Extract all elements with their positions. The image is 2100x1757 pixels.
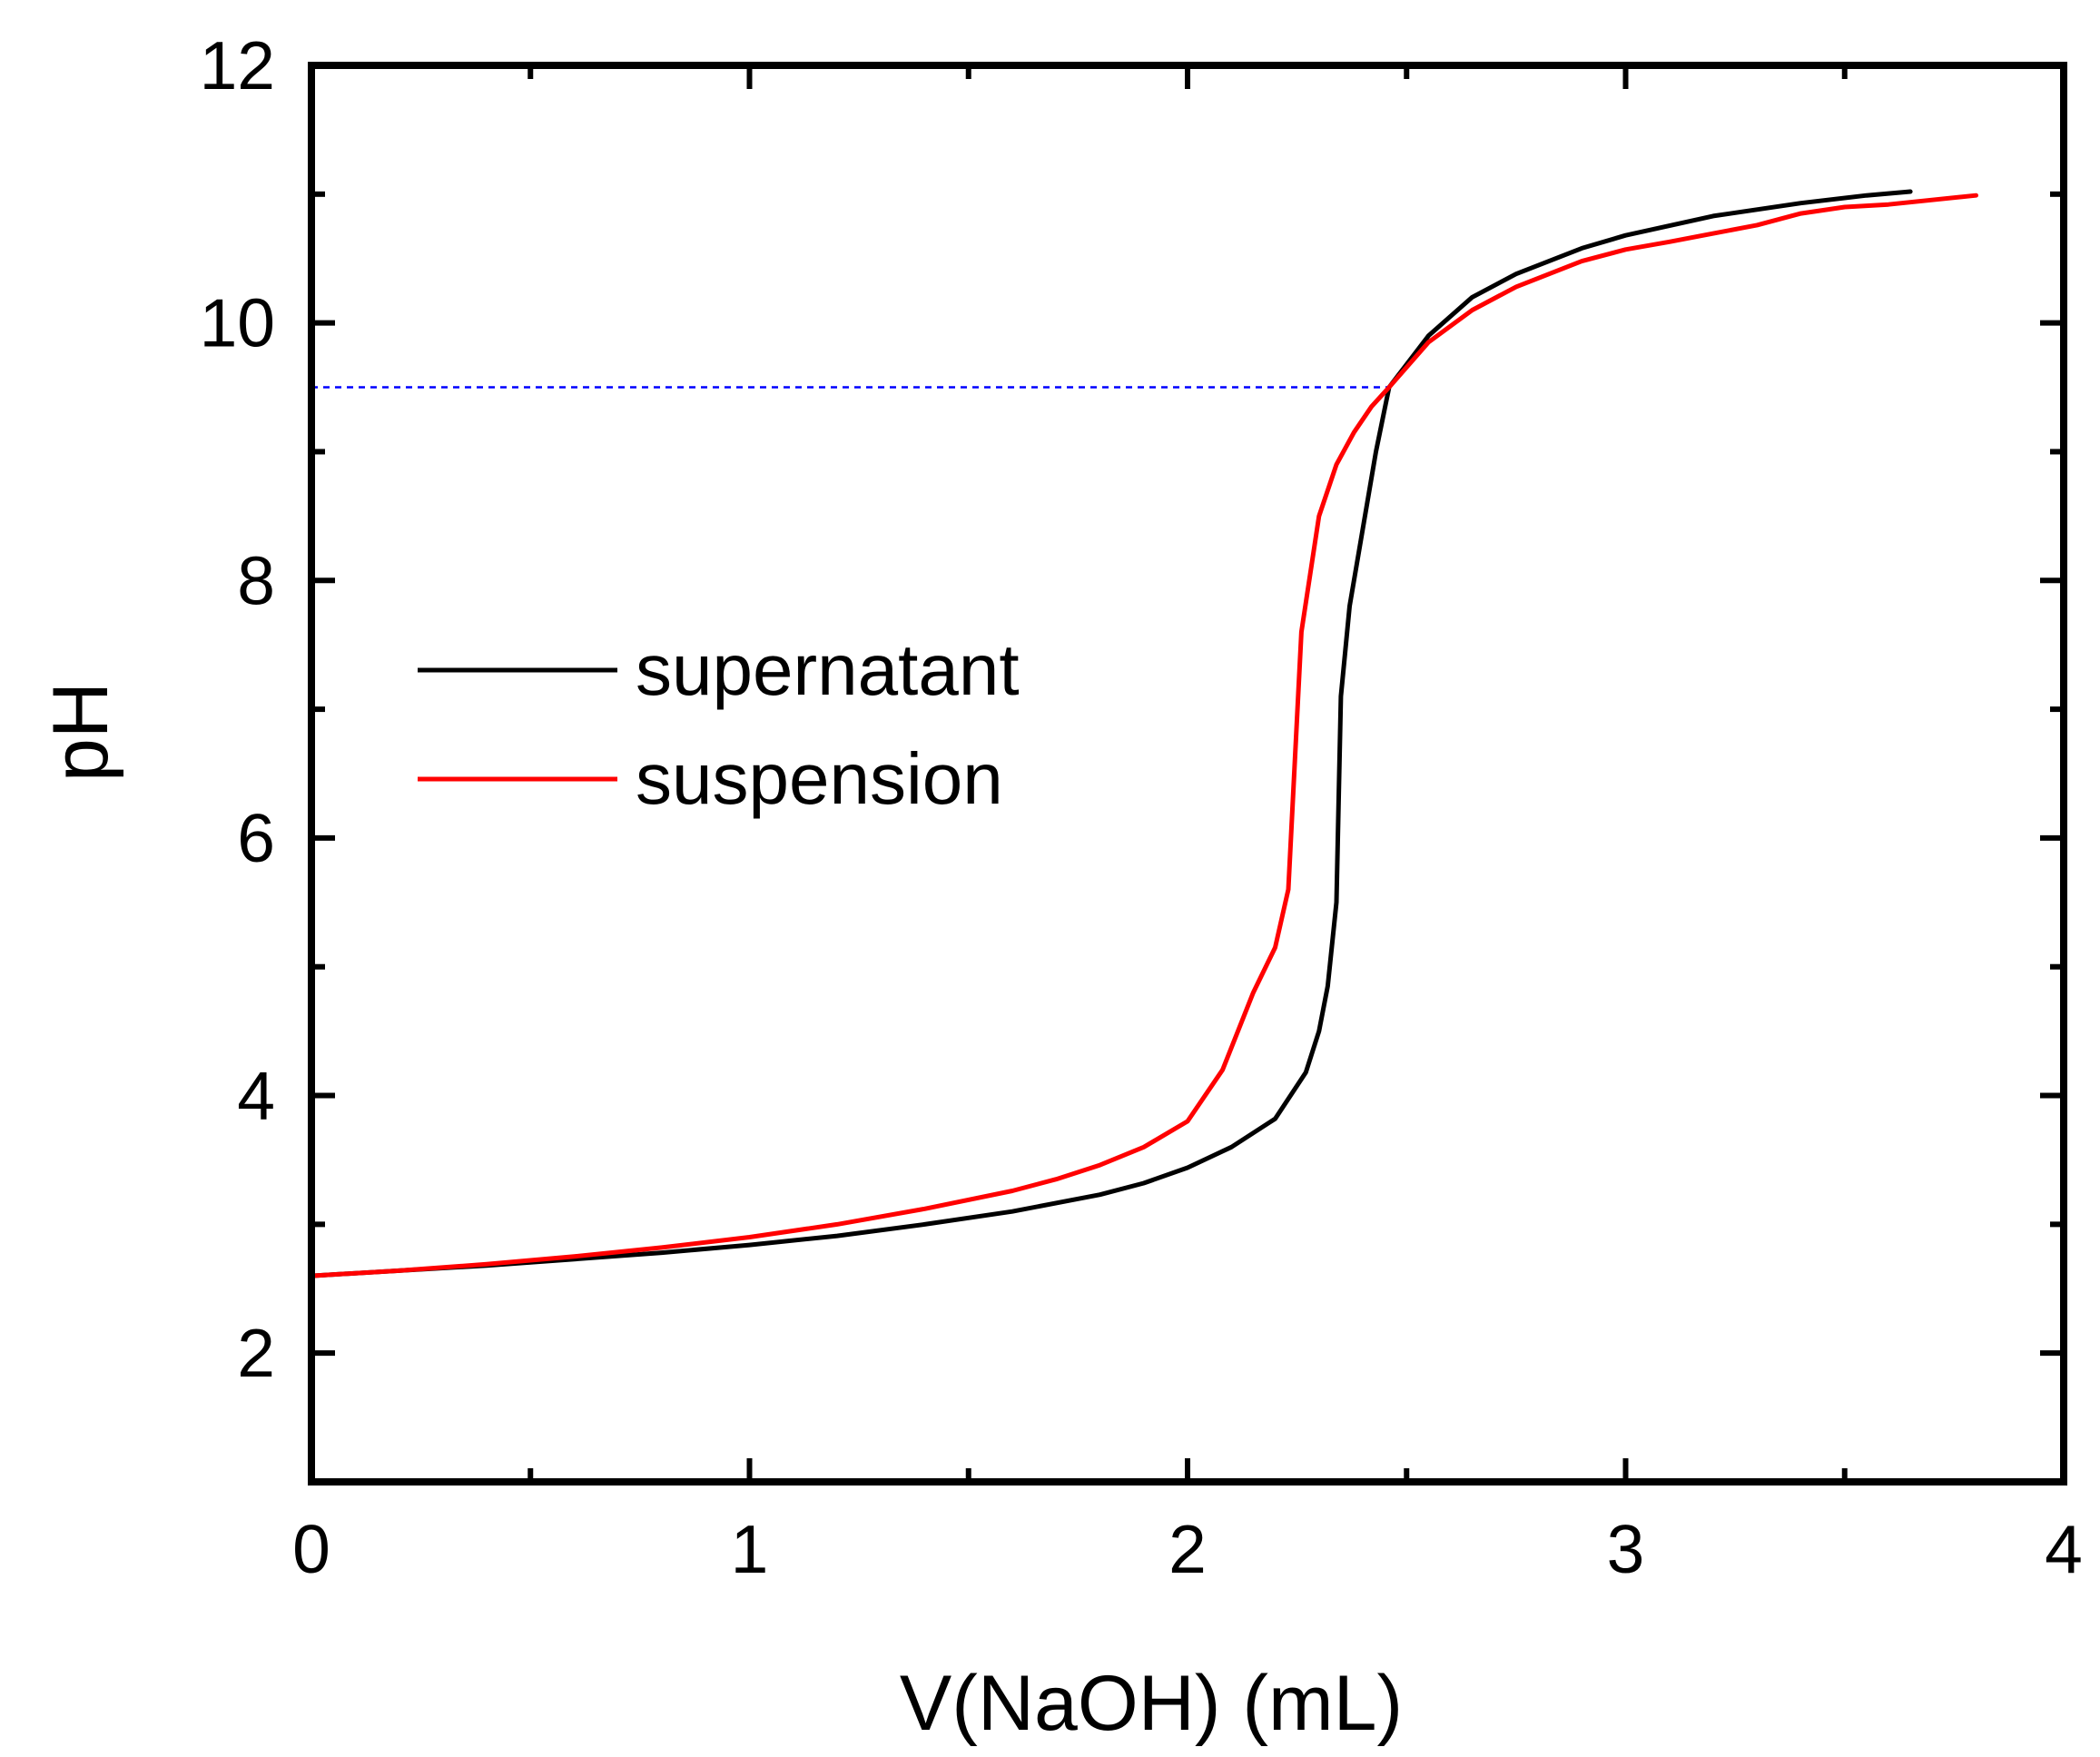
series-line-suspension	[309, 192, 1978, 1278]
x-tick-label: 3	[1607, 1511, 1645, 1587]
y-tick-label: 8	[237, 542, 275, 618]
series-layer	[309, 189, 1978, 1278]
x-axis-title: V(NaOH) (mL)	[900, 1660, 1403, 1747]
x-tick-label: 4	[2045, 1511, 2083, 1587]
y-tick-label: 4	[237, 1058, 275, 1134]
y-tick-label: 12	[200, 27, 275, 104]
series-line-supernatant	[309, 189, 1913, 1278]
legend-label-suspension: suspension	[636, 738, 1003, 819]
y-axis-title: pH	[37, 682, 124, 782]
y-tick-label: 6	[237, 800, 275, 876]
x-tick-label: 2	[1168, 1511, 1207, 1587]
legend: supernatant suspension	[418, 629, 1020, 819]
plot-frame	[308, 62, 2067, 1486]
y-tick-label: 10	[200, 285, 275, 361]
x-tick-label: 1	[731, 1511, 769, 1587]
y-tick-label: 2	[237, 1315, 275, 1391]
legend-label-supernatant: supernatant	[636, 629, 1020, 710]
x-tick-label: 0	[292, 1511, 330, 1587]
ticks-layer	[309, 63, 2066, 1482]
